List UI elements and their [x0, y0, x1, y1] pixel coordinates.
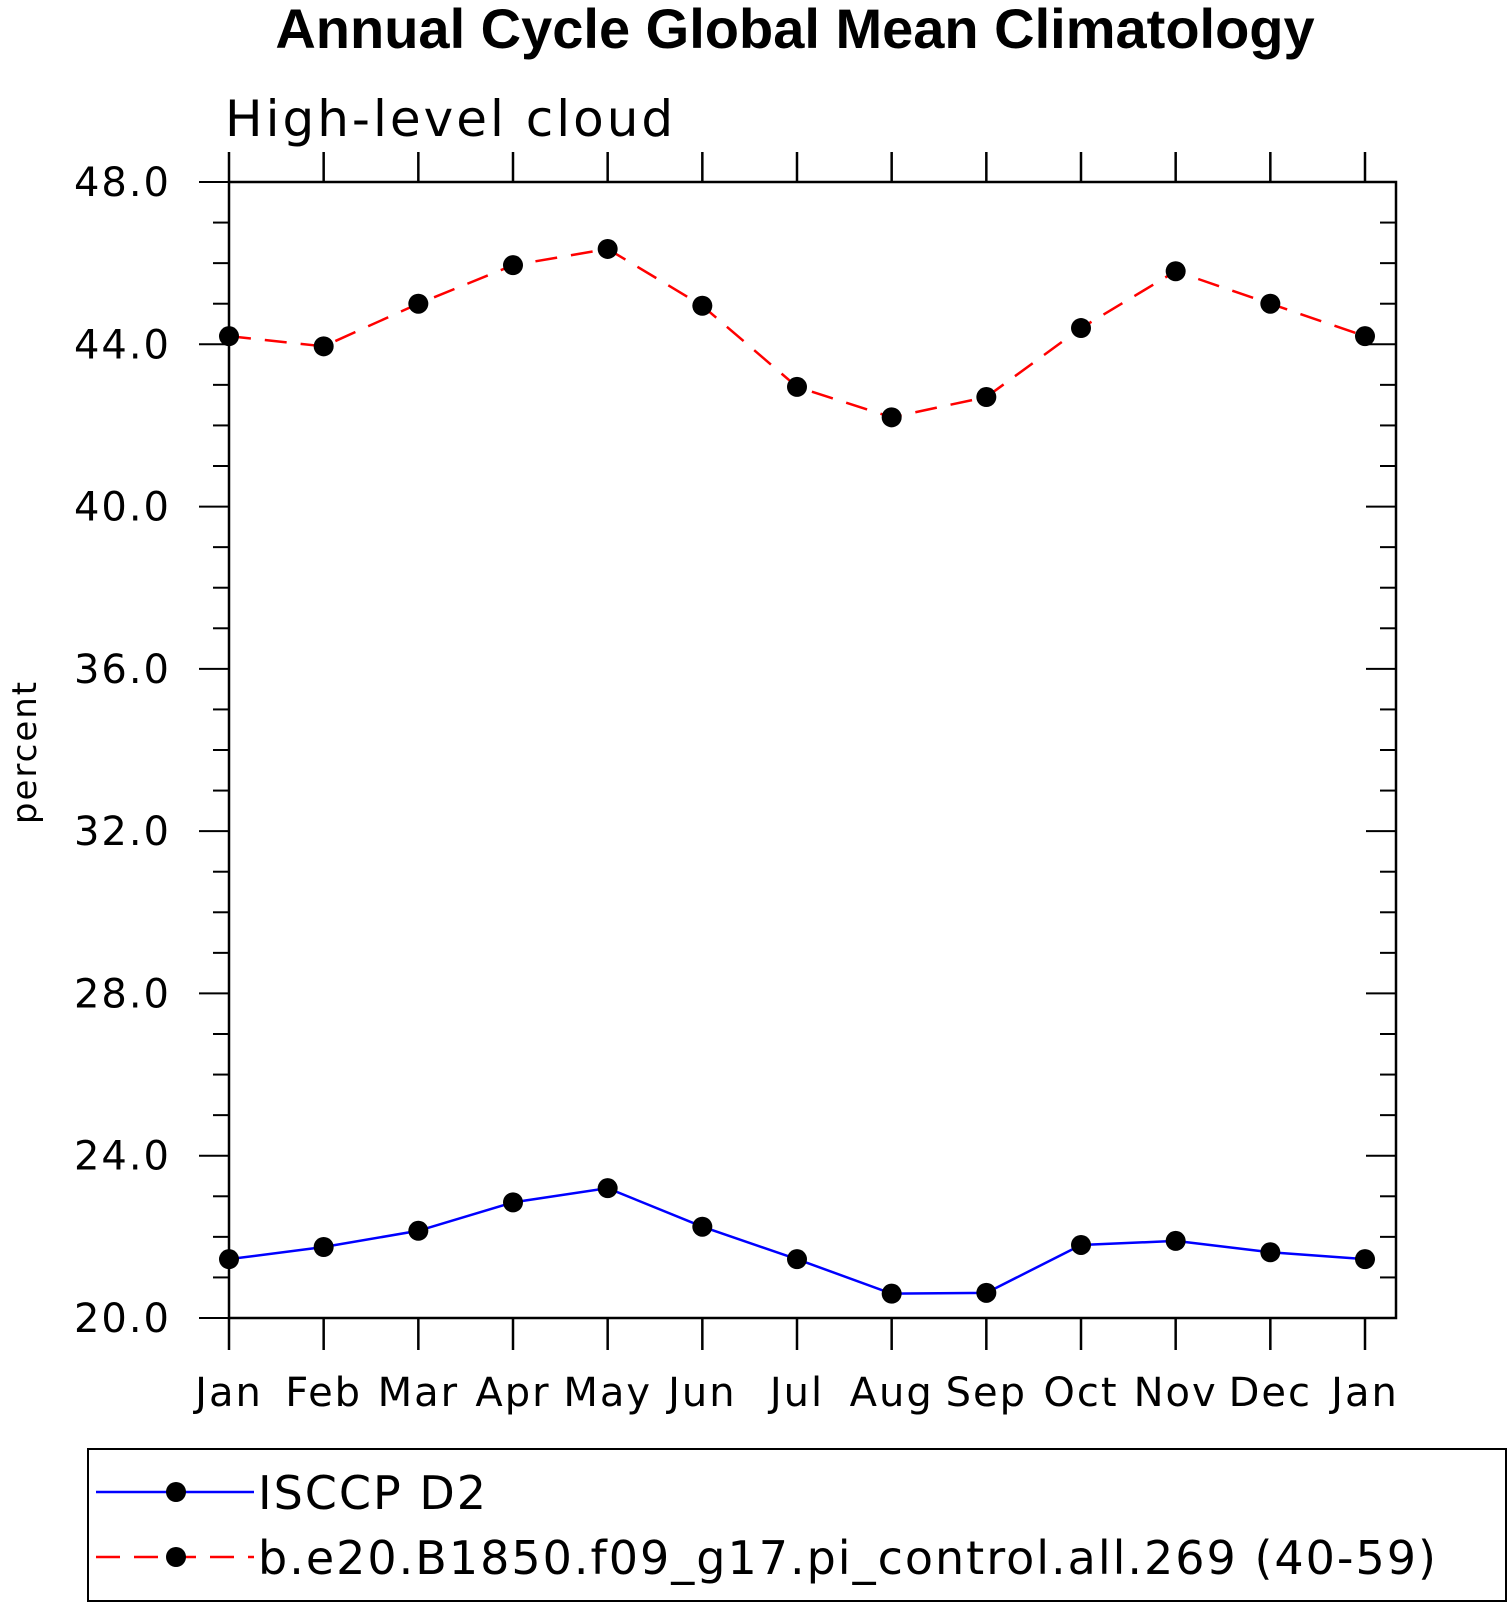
x-tick-label: Jun — [665, 1370, 737, 1416]
data-point — [219, 326, 239, 347]
x-tick-label: Feb — [285, 1370, 362, 1416]
legend-swatch-marker — [166, 1547, 186, 1567]
legend-label: b.e20.B1850.f09_g17.pi_control.all.269 (… — [258, 1531, 1438, 1585]
series-1 — [219, 1178, 1375, 1304]
y-tick-label: 40.0 — [74, 485, 171, 531]
series-2 — [219, 238, 1375, 428]
plot-frame — [227, 180, 1398, 1320]
data-point — [503, 1192, 523, 1213]
y-tick-label: 48.0 — [74, 160, 171, 206]
data-point — [313, 336, 334, 357]
data-point — [692, 1216, 713, 1237]
x-tick-label: Oct — [1043, 1370, 1118, 1416]
x-tick-label: Jan — [1328, 1370, 1399, 1416]
data-point — [692, 295, 713, 316]
series-line — [228, 1186, 1366, 1295]
data-point — [597, 238, 618, 259]
x-tick-label: Mar — [378, 1370, 459, 1416]
data-point — [787, 1249, 807, 1270]
axes: 20.0 24.0 28.0 32.0 36.0 40.0 44.0 48.0 Jan Feb Ma… — [74, 152, 1399, 1416]
data-point — [408, 293, 429, 314]
legend-swatch-marker — [166, 1482, 186, 1502]
data-point — [787, 376, 807, 397]
y-tick-label: 20.0 — [74, 1296, 171, 1342]
data-point — [1165, 261, 1186, 282]
data-point — [1071, 1234, 1091, 1255]
data-point — [408, 1220, 429, 1241]
data-point — [976, 387, 997, 408]
data-point — [1260, 1242, 1281, 1263]
y-tick-label: 44.0 — [74, 322, 171, 368]
data-point — [976, 1282, 997, 1303]
chart-title: Annual Cycle Global Mean Climatology — [275, 0, 1314, 60]
data-point — [219, 1249, 239, 1270]
y-tick-label: 32.0 — [74, 809, 171, 855]
x-tick-label: Sep — [946, 1370, 1027, 1416]
plot-series — [219, 238, 1375, 1304]
y-axis-label: percent — [5, 680, 45, 824]
chart-subtitle: High-level cloud — [225, 90, 676, 148]
y-tick-label: 36.0 — [74, 647, 171, 693]
data-point — [1071, 318, 1091, 339]
data-point — [313, 1237, 334, 1257]
x-tick-label: Dec — [1229, 1370, 1312, 1416]
y-tick-label: 24.0 — [74, 1134, 171, 1180]
x-tick-label: Apr — [475, 1370, 550, 1416]
data-point — [1260, 293, 1281, 314]
x-tick-label: Aug — [850, 1370, 934, 1416]
x-tick-label: Jan — [192, 1370, 263, 1416]
data-point — [1355, 1249, 1375, 1270]
legend-box — [87, 1448, 1507, 1602]
data-point — [881, 1283, 902, 1304]
y-tick-label: 28.0 — [74, 971, 171, 1017]
data-point — [881, 407, 902, 428]
legend-label: ISCCP D2 — [258, 1466, 488, 1520]
data-point — [1165, 1230, 1186, 1251]
data-point — [1355, 326, 1375, 347]
x-tick-label: Jul — [767, 1370, 824, 1416]
legend: ISCCP D2 b.e20.B1850.f09_g17.pi_control.a… — [87, 1448, 1507, 1602]
x-tick-label: Nov — [1134, 1370, 1218, 1416]
x-tick-label: May — [563, 1370, 652, 1416]
data-point — [503, 255, 523, 276]
data-point — [597, 1178, 618, 1199]
